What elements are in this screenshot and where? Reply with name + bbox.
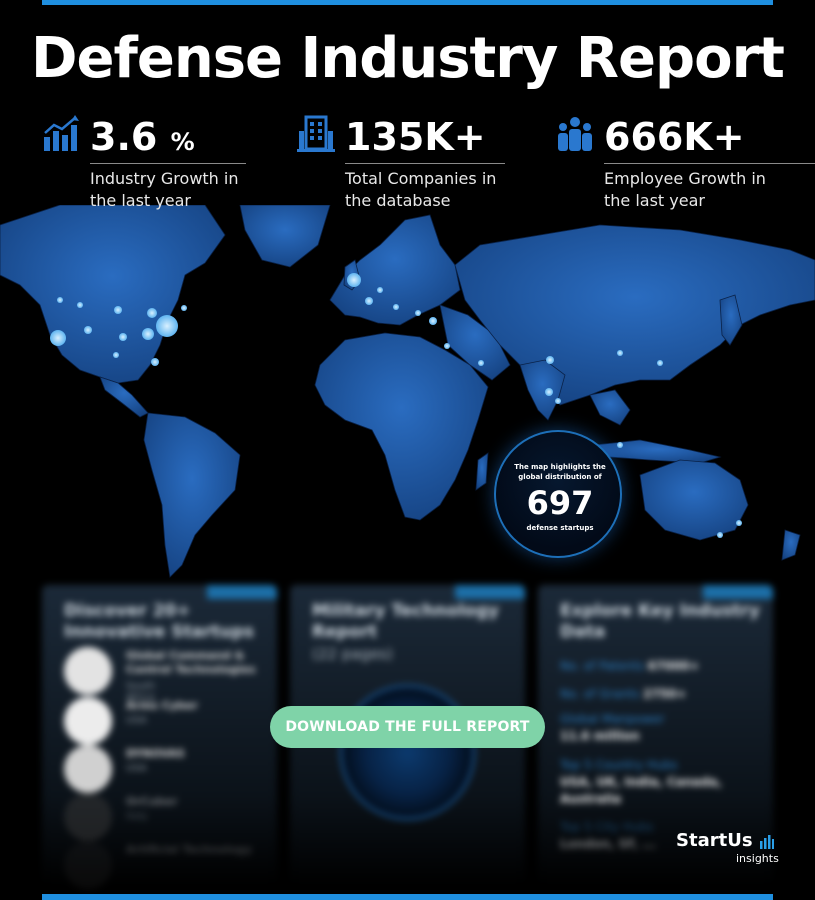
badge-count: 697 bbox=[526, 484, 594, 522]
stat-value: 666K+ bbox=[604, 115, 745, 159]
startup-country: Italy bbox=[126, 811, 148, 822]
brand-name: StartUs bbox=[676, 830, 753, 851]
startup-count-badge: The map highlights the global distributi… bbox=[494, 430, 622, 558]
company-logo bbox=[64, 793, 112, 841]
startup-name: OrCuber bbox=[126, 795, 178, 808]
startup-country: USA bbox=[126, 763, 147, 774]
stat-description: Total Companies in the database bbox=[345, 169, 497, 210]
divider bbox=[345, 163, 505, 164]
startup-dots bbox=[50, 273, 742, 538]
card-tab bbox=[454, 585, 525, 599]
continents bbox=[0, 205, 815, 578]
badge-subtitle: defense startups bbox=[526, 524, 594, 532]
startup-name: Artificial Technology bbox=[126, 843, 253, 856]
patents-row: No. of Patents 67000+ bbox=[560, 659, 700, 673]
brand-sub: insights bbox=[736, 852, 779, 865]
startup-country: USA bbox=[126, 715, 147, 726]
page-title: Defense Industry Report bbox=[31, 26, 785, 91]
card-tab bbox=[206, 585, 277, 599]
stat-description: Employee Growth in the last year bbox=[604, 169, 766, 210]
growth-chart-icon bbox=[44, 115, 79, 151]
city-hubs-block: Top 5 City Hubs London, SF, ... bbox=[560, 820, 656, 851]
startus-insights-logo: StartUs insights bbox=[676, 830, 779, 866]
world-map bbox=[0, 205, 815, 578]
top-accent-bar bbox=[42, 0, 773, 5]
grants-row: No. of Grants 2750+ bbox=[560, 687, 687, 701]
company-logo bbox=[64, 745, 112, 793]
startup-country: South Africa bbox=[126, 681, 156, 703]
divider bbox=[90, 163, 246, 164]
company-logo bbox=[64, 697, 112, 745]
company-logo bbox=[64, 647, 112, 695]
people-icon bbox=[558, 117, 592, 151]
startup-name: Global Command & Control Technologies bbox=[126, 649, 256, 676]
stat-value: 135K+ bbox=[345, 115, 486, 159]
card-title: Discover 20+ Innovative Startups bbox=[64, 601, 254, 642]
card-tab bbox=[702, 585, 773, 599]
divider bbox=[604, 163, 815, 164]
download-report-button[interactable]: DOWNLOAD THE FULL REPORT bbox=[270, 706, 545, 748]
bottom-accent-bar bbox=[42, 894, 773, 900]
industry-data-card: Explore Key Industry Data No. of Patents… bbox=[538, 585, 773, 885]
startup-name: DYNOVAS bbox=[126, 747, 185, 760]
country-hubs-block: Top 5 Country Hubs USA, UK, India, Canad… bbox=[560, 758, 722, 806]
building-icon bbox=[297, 115, 335, 152]
company-logo bbox=[64, 841, 112, 889]
card-title: Explore Key Industry Data bbox=[560, 601, 760, 642]
bars-icon bbox=[760, 835, 774, 849]
page-count: (22 pages) bbox=[312, 645, 393, 663]
badge-caption: The map highlights the global distributi… bbox=[514, 463, 606, 481]
stat-description: Industry Growth in the last year bbox=[90, 169, 239, 210]
card-title: Military Technology Report bbox=[312, 601, 499, 642]
manpower-block: Global Manpower 11.6 million bbox=[560, 712, 665, 743]
stat-value: 3.6 % bbox=[90, 115, 195, 159]
startup-name: Arms Cyber bbox=[126, 699, 198, 712]
startups-card: Discover 20+ Innovative Startups Global … bbox=[42, 585, 277, 889]
